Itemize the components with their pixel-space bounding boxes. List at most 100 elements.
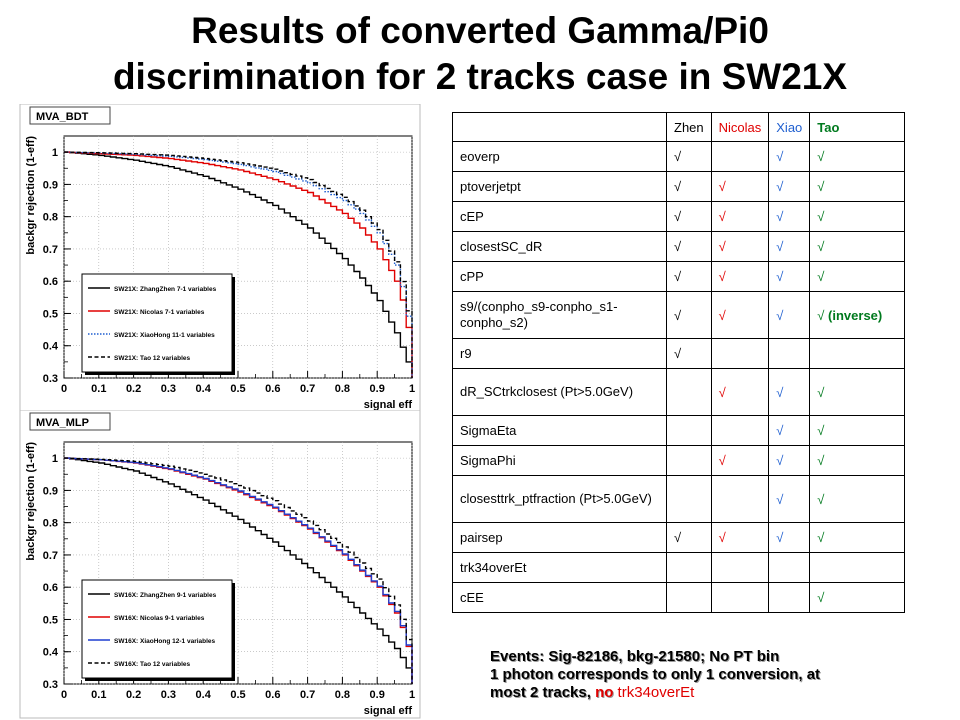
variable-cell: SigmaPhi [452,445,667,476]
bdt-chart-svg: MVA_BDT 0 0.1 0.2 0.3 0.4 0.5 0.6 0.7 0.8 0.9 1 0.3 0… [19,104,421,413]
header-zhen: Zhen [666,112,712,142]
y-tick-label: 0.3 [43,373,58,385]
nicolas-cell: √ [710,291,770,339]
y-tick-label: 1 [52,453,58,465]
x-tick-label: 0.6 [265,689,280,701]
legend-entry-2: SW21X: Nicolas 7-1 variables [114,309,205,316]
series-line-4 [64,151,413,378]
y-tick-label: 0.7 [43,550,58,562]
xiao-cell: √ [768,475,811,523]
x-tick-label: 0.5 [230,689,245,701]
x-tick-label: 0.7 [300,383,315,395]
y-tick-label: 0.4 [43,341,59,353]
nicolas-cell [710,338,770,369]
tao-cell: √ [809,475,906,523]
table-row: closesttrk_ptfraction (Pt>5.0GeV) √ √ [452,475,906,523]
x-tick-label: 0.1 [91,383,106,395]
title-line-2: discrimination for 2 tracks case in SW21… [112,56,848,97]
xiao-cell: √ [768,291,811,339]
tao-cell [809,552,906,583]
xiao-cell: √ [768,231,811,262]
y-tick-label: 1 [52,147,58,159]
x-tick-label: 0.9 [370,689,385,701]
x-tick-label: 1 [409,383,415,395]
x-axis-label: signal eff [364,399,413,411]
nicolas-cell [710,141,770,172]
variable-cell: cPP [452,261,667,292]
nicolas-cell: √ [710,445,770,476]
tao-cell: √ [809,231,906,262]
y-tick-label: 0.8 [43,212,58,224]
legend-entry-1: SW16X: ZhangZhen 9-1 variables [114,592,217,599]
nicolas-cell: √ [710,201,770,232]
zhen-cell [666,582,712,613]
x-tick-label: 0.8 [335,383,350,395]
y-tick-label: 0.6 [43,582,58,594]
x-tick-label: 0.2 [126,689,141,701]
event-notes: Events: Sig-82186, bkg-21580; No PT bin … [490,648,820,702]
y-tick-label: 0.5 [43,308,58,320]
title-line-1: Results of converted Gamma/Pi0 [191,10,769,51]
x-tick-label: 0.3 [161,689,176,701]
x-tick-label: 0.3 [161,383,176,395]
zhen-cell: √ [666,291,712,339]
bdt-plot: MVA_BDT 0 0.1 0.2 0.3 0.4 0.5 0.6 0.7 0.8 0.9 1 0.3 0… [0,104,440,414]
mlp-plot: MVA_MLP 0 0.1 0.2 0.3 0.4 0.5 0.6 0.7 0.8 0.9 1 0.3 0… [0,410,440,720]
x-tick-label: 1 [409,689,415,701]
nicolas-cell: √ [710,368,770,416]
nicolas-cell [710,475,770,523]
xiao-cell [768,552,811,583]
xiao-cell: √ [768,201,811,232]
x-tick-label: 0 [61,689,67,701]
table-row: cEE √ [452,582,906,613]
header-variable [452,112,667,142]
notes-line-2: 1 photon corresponds to only 1 conversio… [490,666,821,683]
table-row: dR_SCtrkclosest (Pt>5.0GeV) √ √ √ [452,368,906,416]
series-line-1 [64,457,413,684]
x-tick-label: 0.8 [335,689,350,701]
nicolas-cell: √ [710,522,770,553]
header-tao: Tao [809,112,906,142]
series-line-2 [64,151,413,378]
variable-cell: s9/(conpho_s9-conpho_s1-conpho_s2) [452,291,667,339]
table-row: closestSC_dR √ √ √ √ [452,231,906,262]
y-tick-label: 0.9 [43,485,58,497]
variables-table: Zhen Nicolas Xiao Tao eoverp √ √ √ ptoverjet… [452,112,906,613]
tao-cell: √ [809,201,906,232]
table-row: cPP √ √ √ √ [452,261,906,292]
x-tick-label: 0.2 [126,383,141,395]
zhen-cell: √ [666,231,712,262]
notes-line-3-var: trk34overEt [613,684,695,701]
tao-inverse-note: (inverse) [824,307,883,323]
notes-line-1: Events: Sig-82186, bkg-21580; No PT bin [490,648,780,665]
xiao-cell: √ [768,141,811,172]
tao-check: √ [817,307,825,323]
xiao-cell: √ [768,368,811,416]
tao-cell: √ [809,141,906,172]
nicolas-cell: √ [710,261,770,292]
legend-entry-4: SW16X: Tao 12 variables [114,661,190,668]
x-axis-label: signal eff [364,705,413,717]
x-tick-label: 0.5 [230,383,245,395]
series-line-3 [64,151,413,378]
y-tick-label: 0.5 [43,614,58,626]
variable-cell: trk34overEt [452,552,667,583]
mlp-chart-svg: MVA_MLP 0 0.1 0.2 0.3 0.4 0.5 0.6 0.7 0.8 0.9 1 0.3 0… [19,410,421,719]
tao-cell: √ [809,415,906,446]
notes-line-3-no: no [595,684,614,701]
table-row: cEP √ √ √ √ [452,201,906,232]
slide-title: Results of converted Gamma/Pi0 discrimin… [0,8,960,100]
table-row: s9/(conpho_s9-conpho_s1-conpho_s2) √ √ √ √ (… [452,291,906,339]
zhen-cell: √ [666,201,712,232]
table-row: ptoverjetpt √ √ √ √ [452,171,906,202]
y-tick-label: 0.9 [43,179,58,191]
tao-cell: √ [809,522,906,553]
series-line-4 [64,457,413,684]
x-tick-label: 0.7 [300,689,315,701]
legend-entry-3: SW16X: XiaoHong 12-1 variables [114,638,216,645]
frame-title: MVA_MLP [36,417,89,429]
xiao-cell [768,582,811,613]
zhen-cell [666,415,712,446]
zhen-cell: √ [666,171,712,202]
y-tick-label: 0.6 [43,276,58,288]
